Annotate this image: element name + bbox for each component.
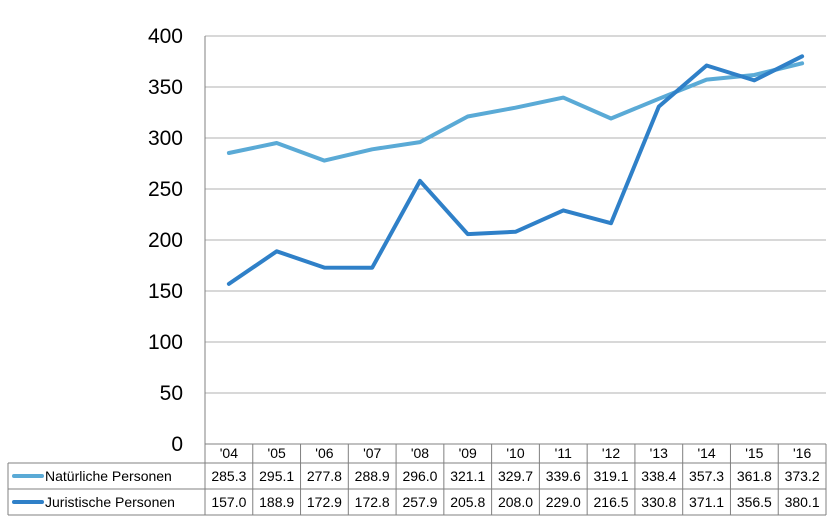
y-tick-label: 100 [148,331,183,354]
data-value-cell: 373.2 [785,468,820,484]
data-value-cell: 277.8 [307,468,342,484]
x-tick-label: '14 [697,445,715,461]
data-value-cell: 330.8 [641,494,676,510]
y-tick-label: 0 [171,433,183,456]
series-line [226,54,805,286]
data-value-cell: 296.0 [402,468,437,484]
data-value-cell: 172.9 [307,494,342,510]
data-value-cell: 229.0 [546,494,581,510]
data-value-cell: 216.5 [594,494,629,510]
data-value-cell: 357.3 [689,468,724,484]
x-tick-label: '13 [650,445,668,461]
y-tick-label: 350 [148,76,183,99]
x-tick-label: '07 [363,445,381,461]
x-tick-label: '09 [459,445,477,461]
data-value-cell: 208.0 [498,494,533,510]
x-tick-label: '12 [602,445,620,461]
data-value-cell: 157.0 [211,494,246,510]
x-tick-label: '16 [793,445,811,461]
data-value-cell: 257.9 [402,494,437,510]
data-value-cell: 285.3 [211,468,246,484]
y-tick-label: 250 [148,178,183,201]
data-value-cell: 205.8 [450,494,485,510]
y-tick-label: 50 [160,382,183,405]
y-tick-label: 400 [148,25,183,48]
data-value-cell: 288.9 [355,468,390,484]
data-value-cell: 319.1 [594,468,629,484]
data-value-cell: 339.6 [546,468,581,484]
data-value-cell: 371.1 [689,494,724,510]
x-tick-label: '11 [555,445,572,461]
legend-label: Natürliche Personen [45,468,172,484]
x-tick-label: '06 [315,445,333,461]
series-line [226,61,805,163]
data-value-cell: 329.7 [498,468,533,484]
data-value-cell: 356.5 [737,494,772,510]
x-tick-label: '10 [506,445,524,461]
x-tick-label: '15 [745,445,763,461]
data-value-cell: 380.1 [785,494,820,510]
data-value-cell: 295.1 [259,468,294,484]
data-value-cell: 172.8 [355,494,390,510]
y-tick-label: 150 [148,280,183,303]
data-value-cell: 188.9 [259,494,294,510]
x-tick-label: '04 [220,445,238,461]
data-value-cell: 321.1 [450,468,485,484]
x-tick-label: '05 [268,445,286,461]
x-tick-label: '08 [411,445,429,461]
legend-label: Juristische Personen [45,494,175,510]
y-tick-label: 200 [148,229,183,252]
data-value-cell: 338.4 [641,468,676,484]
y-tick-label: 300 [148,127,183,150]
data-value-cell: 361.8 [737,468,772,484]
